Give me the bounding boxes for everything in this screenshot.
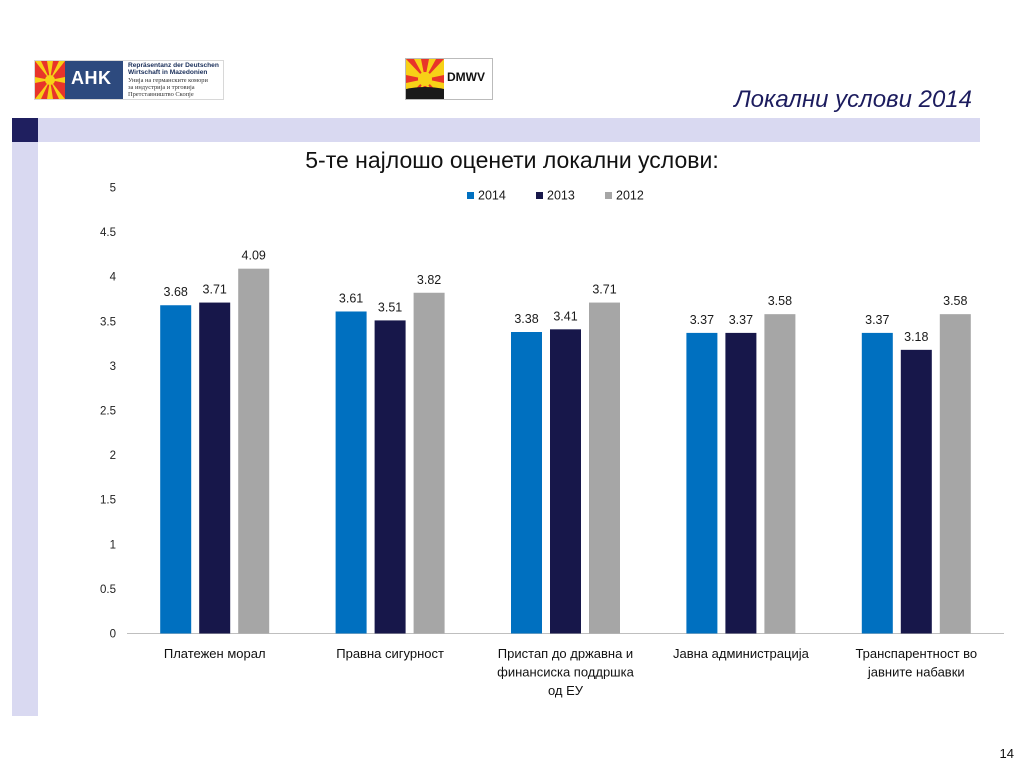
legend-swatch-2012 bbox=[605, 192, 612, 199]
macedonia-flag-icon bbox=[35, 61, 65, 99]
data-label: 3.38 bbox=[514, 312, 538, 326]
y-tick-label: 4.5 bbox=[100, 227, 116, 239]
bar-2013 bbox=[199, 302, 231, 634]
y-tick-label: 1 bbox=[110, 539, 116, 551]
y-tick-label: 0 bbox=[110, 629, 116, 641]
slide-title: Локални услови 2014 bbox=[734, 86, 972, 113]
x-category-label: од ЕУ bbox=[548, 683, 584, 698]
y-tick-label: 5 bbox=[110, 183, 116, 195]
legend-label: 2014 bbox=[478, 189, 506, 203]
data-label: 3.37 bbox=[865, 313, 889, 327]
legend-label: 2012 bbox=[616, 189, 644, 203]
data-label: 3.41 bbox=[553, 309, 577, 323]
y-tick-label: 1.5 bbox=[100, 495, 116, 507]
x-category-label: Пристап до државна и bbox=[498, 646, 633, 661]
data-label: 3.18 bbox=[904, 330, 928, 344]
bar-2012 bbox=[238, 268, 270, 634]
legend-swatch-2014 bbox=[467, 192, 474, 199]
data-label: 3.58 bbox=[768, 294, 792, 308]
ahk-logo-text: Repräsentanz der Deutschen Wirtschaft in… bbox=[128, 62, 219, 99]
y-tick-label: 2 bbox=[110, 450, 116, 462]
data-label: 3.71 bbox=[592, 283, 616, 297]
bar-2013 bbox=[374, 320, 406, 634]
x-category-label: финансиска поддршка bbox=[497, 665, 634, 680]
ahk-logo: AHK Repräsentanz der Deutschen Wirtschaf… bbox=[34, 60, 224, 100]
x-category-label: Јавна администрација bbox=[673, 646, 810, 661]
page-number: 14 bbox=[999, 746, 1014, 761]
data-label: 3.61 bbox=[339, 291, 363, 305]
data-label: 3.58 bbox=[943, 294, 967, 308]
legend-label: 2013 bbox=[547, 189, 575, 203]
bar-2012 bbox=[764, 314, 796, 634]
bar-2013 bbox=[550, 329, 581, 634]
x-category-label: јавните набавки bbox=[867, 665, 965, 680]
x-category-label: Платежен морал bbox=[164, 646, 266, 661]
bar-2014 bbox=[861, 332, 893, 634]
bar-2013 bbox=[900, 349, 932, 634]
bar-2014 bbox=[160, 305, 192, 634]
y-tick-label: 3 bbox=[110, 361, 116, 373]
data-label: 3.51 bbox=[378, 300, 402, 314]
bar-2012 bbox=[413, 292, 445, 634]
bar-2012 bbox=[939, 314, 971, 634]
bar-2012 bbox=[589, 302, 620, 634]
dmwv-logo: DMWV bbox=[405, 58, 493, 100]
legend-swatch-2013 bbox=[536, 192, 543, 199]
y-tick-label: 3.5 bbox=[100, 316, 116, 328]
bar-2014 bbox=[511, 332, 542, 634]
chart-title: 5-те најлошо оценети локални услови: bbox=[305, 147, 719, 173]
data-label: 3.68 bbox=[164, 285, 188, 299]
y-tick-label: 0.5 bbox=[100, 584, 116, 596]
data-label: 4.09 bbox=[242, 249, 266, 263]
bar-chart: 0 0.5 1 1.5 2 2.5 3 3.5 4 4.5 5 3.68 3.71 4.09 Платеже… bbox=[100, 183, 1004, 698]
x-category-label: Транспарентност во bbox=[855, 646, 977, 661]
side-strip bbox=[12, 142, 38, 716]
bar-2014 bbox=[686, 332, 718, 634]
y-tick-label: 4 bbox=[110, 272, 117, 284]
x-category-label: Правна сигурност bbox=[336, 646, 444, 661]
header-band bbox=[12, 118, 980, 142]
bar-2014 bbox=[335, 311, 367, 634]
header-band-accent bbox=[12, 118, 38, 142]
bar-2013 bbox=[725, 332, 757, 634]
ahk-mark: AHK bbox=[65, 61, 123, 99]
y-tick-label: 2.5 bbox=[100, 406, 116, 418]
data-label: 3.37 bbox=[690, 313, 714, 327]
sun-icon bbox=[406, 59, 444, 99]
data-label: 3.71 bbox=[203, 283, 227, 297]
data-label: 3.82 bbox=[417, 273, 441, 287]
data-label: 3.37 bbox=[729, 313, 753, 327]
